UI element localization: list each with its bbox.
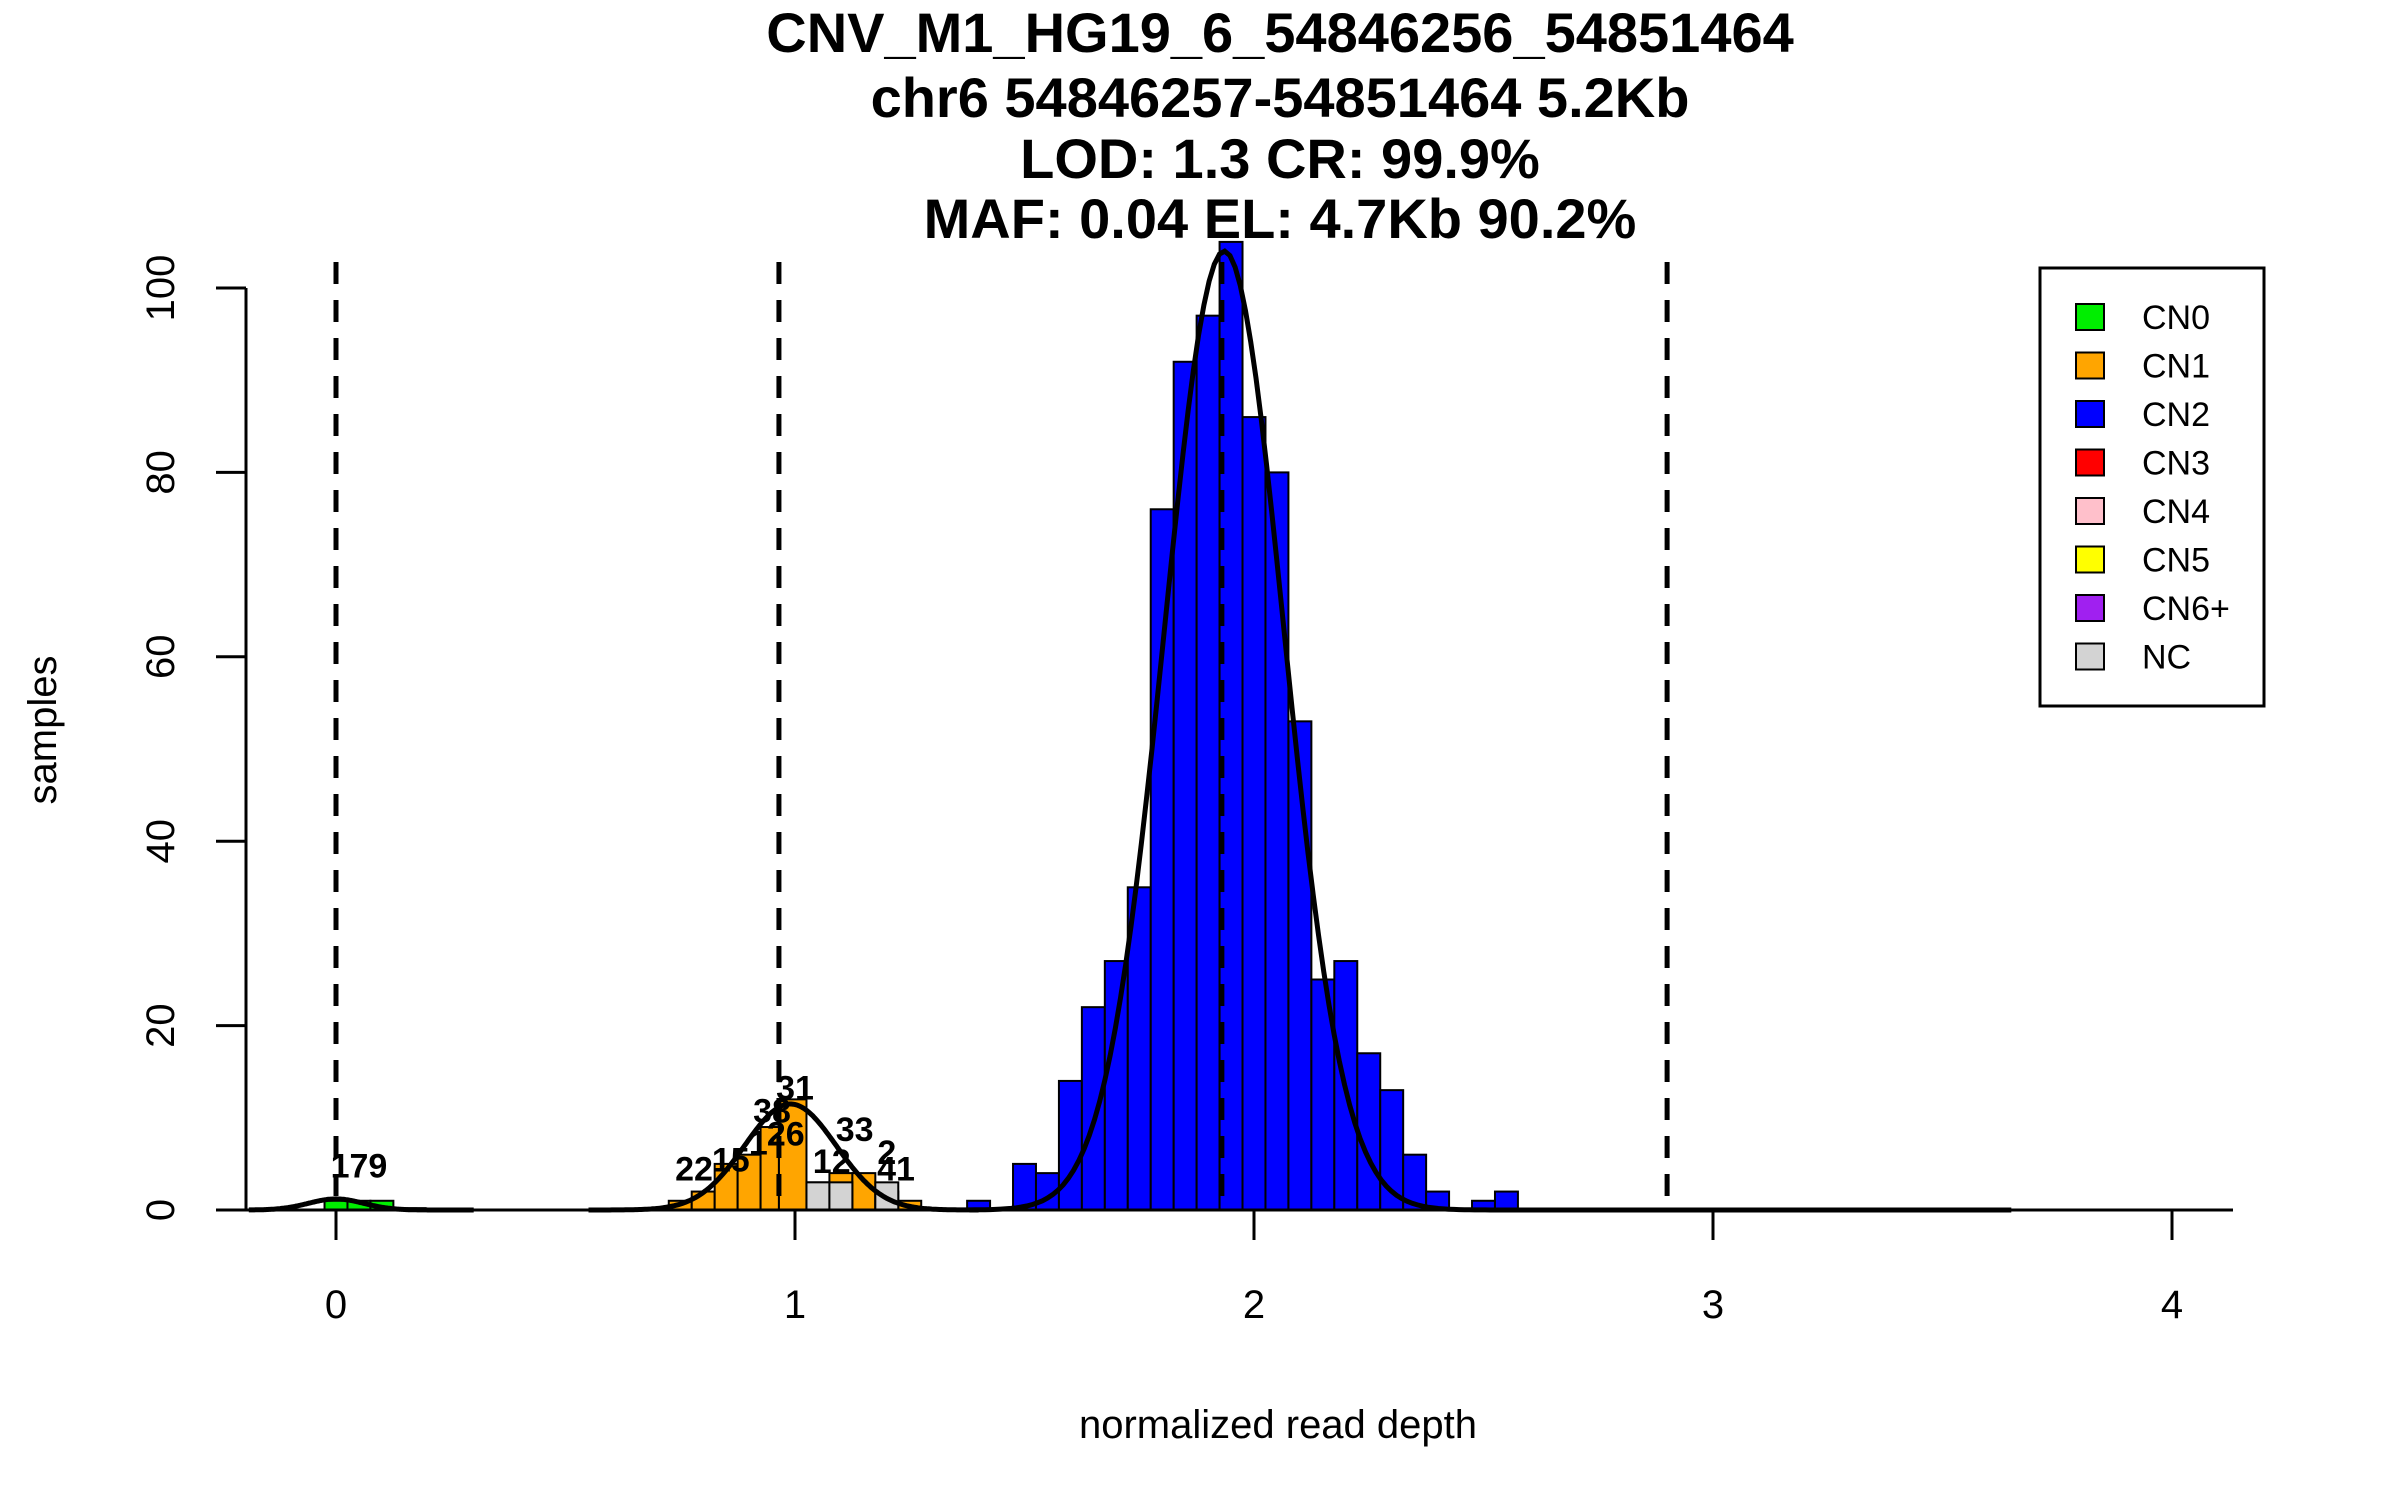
legend-label-nc: NC xyxy=(2142,639,2191,677)
title-line-4: MAF: 0.04 EL: 4.7Kb 90.2% xyxy=(924,187,1637,250)
legend-swatch-cn3 xyxy=(2075,448,2105,477)
bar-label-3: 38 xyxy=(753,1092,791,1130)
bar-label-0: 179 xyxy=(331,1148,388,1186)
legend-label-cn4: CN4 xyxy=(2142,493,2210,531)
bar-cn2-3 xyxy=(1057,1079,1083,1212)
legend-label-cn0: CN0 xyxy=(2142,299,2210,337)
bar-label-6: 1 xyxy=(749,1125,768,1163)
legend-label-cn5: CN5 xyxy=(2142,542,2210,580)
bar-cn2-7 xyxy=(1149,508,1175,1211)
legend-swatch-cn1 xyxy=(2075,351,2105,380)
legend-swatch-cn2 xyxy=(2075,400,2105,428)
legend-swatch-cn5 xyxy=(2075,545,2105,574)
y-tick-label-4: 80 xyxy=(139,450,183,495)
bar-cn2-16 xyxy=(1356,1052,1382,1212)
x-tick-label-1: 1 xyxy=(784,1283,806,1327)
bar-cn2-5 xyxy=(1103,960,1129,1211)
threshold-lines xyxy=(333,262,1670,1210)
bar-label-9: 2 xyxy=(877,1134,896,1172)
title-line-1: CNV_M1_HG19_6_54846256_54851464 xyxy=(766,1,1794,64)
legend-label-cn1: CN1 xyxy=(2142,348,2210,386)
x-tick-label-0: 0 xyxy=(325,1283,347,1327)
bar-label-1: 22 xyxy=(675,1150,713,1188)
legend-swatch-nc xyxy=(2075,642,2105,671)
y-tick-label-5: 100 xyxy=(139,255,183,322)
x-tick-label-4: 4 xyxy=(2161,1283,2183,1327)
legend: CN0 CN1 CN2 CN3 CN4 CN5 CN6+ NC xyxy=(2038,266,2266,708)
y-ticks: 0 20 40 60 80 100 xyxy=(139,255,246,1221)
legend-swatch-cn4 xyxy=(2075,497,2105,525)
bar-label-4: 31 xyxy=(776,1069,814,1107)
y-axis-label: samples xyxy=(21,656,65,805)
legend-label-cn2: CN2 xyxy=(2142,396,2210,434)
bar-label-8: 12 xyxy=(813,1143,851,1181)
bar-label-2: 15 xyxy=(712,1141,750,1179)
x-tick-label-2: 2 xyxy=(1243,1283,1265,1327)
x-axis-label: normalized read depth xyxy=(1079,1403,1477,1447)
title-line-2: chr6 54846257-54851464 5.2Kb xyxy=(871,66,1690,129)
bar-label-5: 26 xyxy=(767,1115,805,1153)
bar-label-10: 41 xyxy=(877,1150,915,1188)
x-ticks: 0 1 2 3 4 xyxy=(325,1210,2183,1327)
legend-label-cn3: CN3 xyxy=(2142,445,2210,483)
bar-nc-1 xyxy=(828,1181,854,1211)
chart-title: CNV_M1_HG19_6_54846256_54851464 chr6 548… xyxy=(766,1,1794,250)
bar-nc-0 xyxy=(805,1181,831,1211)
legend-box xyxy=(2038,266,2266,708)
y-tick-label-1: 20 xyxy=(139,1003,183,1048)
bar-cn2-9 xyxy=(1195,314,1221,1212)
legend-swatch-cn6plus xyxy=(2075,594,2105,622)
bar-label-7: 33 xyxy=(836,1111,874,1149)
y-tick-label-2: 40 xyxy=(139,819,183,864)
title-line-3: LOD: 1.3 CR: 99.9% xyxy=(1020,127,1540,190)
bar-cn2-21 xyxy=(1493,1190,1519,1212)
legend-label-cn6plus: CN6+ xyxy=(2142,590,2230,628)
y-tick-label-0: 0 xyxy=(139,1199,183,1221)
bar-cn2-4 xyxy=(1080,1006,1106,1211)
x-tick-label-3: 3 xyxy=(1702,1283,1724,1327)
legend-swatch-cn0 xyxy=(2075,303,2105,331)
y-tick-label-3: 60 xyxy=(139,635,183,680)
bar-cn2-11 xyxy=(1241,416,1267,1211)
